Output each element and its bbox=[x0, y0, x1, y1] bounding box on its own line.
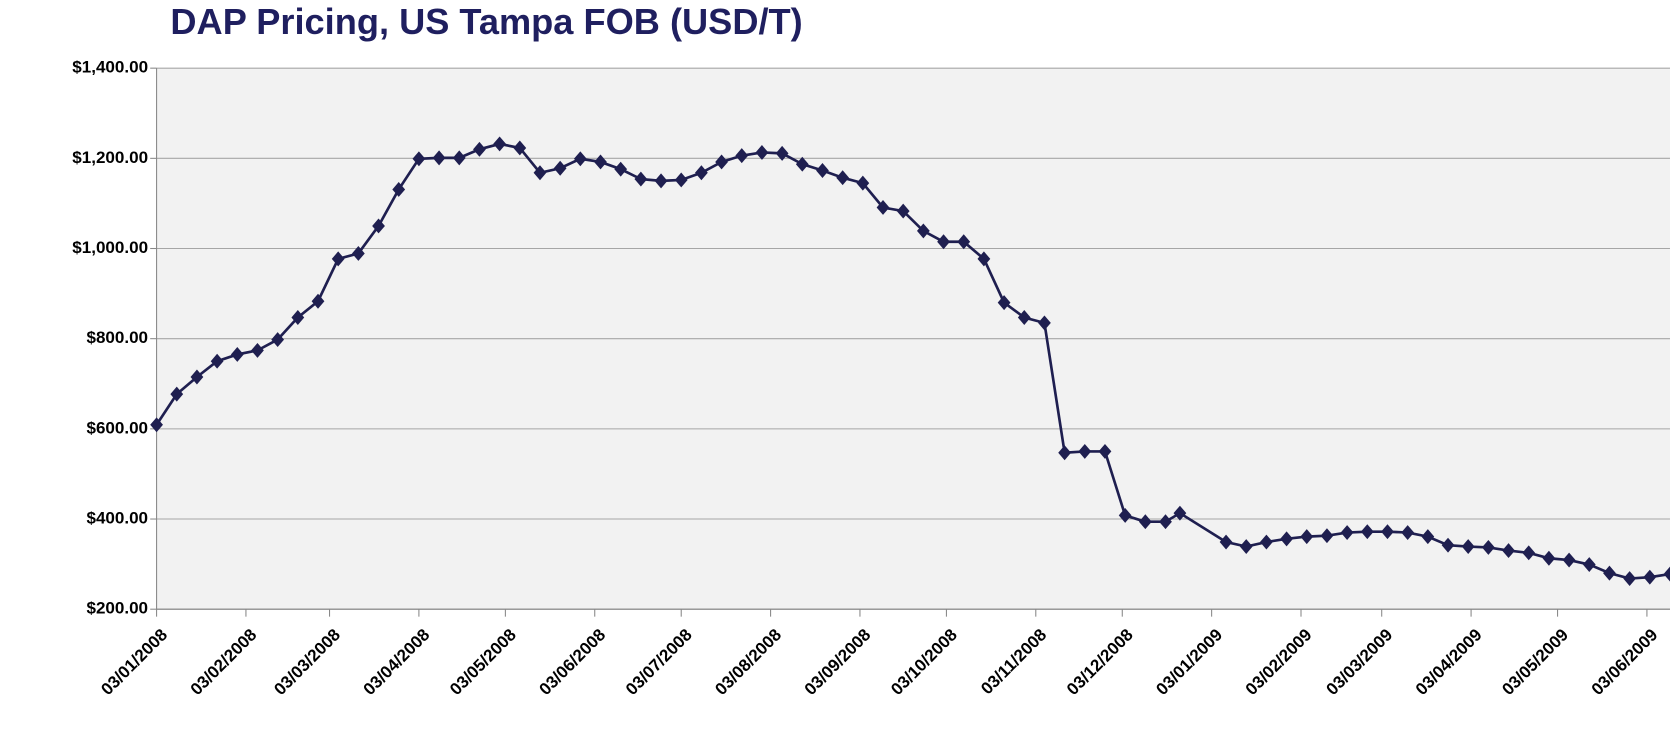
data-marker bbox=[311, 293, 325, 309]
data-marker bbox=[251, 342, 264, 358]
data-marker bbox=[1582, 557, 1596, 573]
x-tick-label: 03/08/2008 bbox=[711, 625, 785, 699]
data-marker bbox=[150, 417, 163, 433]
x-tick-label: 03/03/2008 bbox=[270, 625, 344, 699]
data-marker bbox=[876, 200, 890, 215]
data-marker bbox=[1300, 529, 1314, 545]
data-marker bbox=[1340, 525, 1354, 541]
data-marker bbox=[473, 141, 486, 157]
y-tick-label: $400.00 bbox=[86, 509, 148, 528]
x-tick-label: 03/02/2008 bbox=[187, 625, 261, 699]
data-marker bbox=[795, 156, 809, 172]
x-tick-label: 03/10/2008 bbox=[887, 625, 961, 699]
data-marker bbox=[271, 332, 285, 348]
data-marker bbox=[432, 150, 446, 166]
x-tick-label: 03/04/2009 bbox=[1412, 625, 1486, 699]
data-marker bbox=[1603, 565, 1616, 581]
x-tick-label: 03/11/2008 bbox=[977, 625, 1050, 698]
y-tick-label: $1,400.00 bbox=[72, 58, 148, 77]
data-marker bbox=[634, 171, 648, 187]
data-marker bbox=[392, 181, 406, 197]
x-tick-label: 03/03/2009 bbox=[1323, 625, 1397, 699]
data-marker bbox=[1280, 531, 1293, 547]
data-marker bbox=[1542, 550, 1556, 566]
x-tick-label: 03/01/2008 bbox=[97, 625, 171, 699]
x-tick-label: 03/07/2008 bbox=[622, 625, 696, 699]
data-marker bbox=[351, 246, 365, 261]
data-marker bbox=[594, 154, 607, 170]
data-marker bbox=[331, 251, 345, 267]
data-marker bbox=[1320, 528, 1334, 544]
data-marker bbox=[573, 151, 587, 167]
data-marker bbox=[210, 353, 224, 369]
data-marker bbox=[1098, 443, 1112, 459]
data-marker bbox=[1381, 524, 1394, 540]
data-marker bbox=[452, 150, 466, 166]
data-marker bbox=[1421, 529, 1435, 545]
y-tick-label: $200.00 bbox=[86, 599, 148, 618]
data-marker bbox=[755, 145, 769, 160]
data-marker bbox=[1663, 566, 1670, 582]
data-marker bbox=[654, 173, 668, 189]
y-tick-label: $600.00 bbox=[86, 418, 148, 437]
x-tick-label: 03/06/2008 bbox=[536, 625, 610, 699]
data-marker bbox=[997, 295, 1011, 311]
data-marker bbox=[1481, 539, 1495, 555]
data-marker bbox=[1118, 507, 1132, 523]
data-marker bbox=[1441, 537, 1455, 553]
data-marker bbox=[1078, 443, 1092, 459]
data-marker bbox=[1562, 552, 1576, 568]
data-marker bbox=[715, 154, 728, 170]
data-marker bbox=[230, 347, 244, 362]
data-marker bbox=[493, 136, 507, 152]
x-tick-label: 03/05/2009 bbox=[1498, 625, 1572, 699]
data-marker bbox=[1522, 545, 1536, 561]
data-marker bbox=[674, 172, 688, 188]
chart-title: DAP Pricing, US Tampa FOB (USD/T) bbox=[170, 1, 802, 42]
data-marker bbox=[1623, 571, 1637, 586]
x-tick-label: 03/09/2008 bbox=[801, 625, 875, 699]
data-marker bbox=[1360, 524, 1374, 540]
data-marker bbox=[412, 151, 426, 167]
data-marker bbox=[170, 386, 184, 402]
x-tick-label: 03/04/2008 bbox=[360, 625, 434, 699]
data-marker bbox=[1138, 514, 1152, 530]
y-tick-label: $1,000.00 bbox=[72, 238, 148, 257]
data-marker bbox=[1058, 445, 1072, 461]
x-tick-label: 03/01/2009 bbox=[1152, 625, 1226, 699]
x-tick-label: 03/02/2009 bbox=[1242, 625, 1316, 699]
data-marker bbox=[1461, 539, 1475, 554]
x-tick-label: 03/06/2009 bbox=[1588, 625, 1662, 699]
data-marker bbox=[1219, 534, 1233, 550]
x-tick-label: 03/12/2008 bbox=[1063, 625, 1137, 699]
data-marker bbox=[816, 163, 829, 178]
data-marker bbox=[614, 161, 628, 177]
y-tick-label: $800.00 bbox=[86, 328, 148, 347]
data-marker bbox=[856, 175, 870, 191]
y-tick-label: $1,200.00 bbox=[72, 148, 148, 167]
data-marker bbox=[1239, 539, 1253, 554]
x-tick-label: 03/05/2008 bbox=[446, 625, 520, 699]
data-marker bbox=[735, 148, 749, 164]
data-marker bbox=[775, 145, 789, 161]
